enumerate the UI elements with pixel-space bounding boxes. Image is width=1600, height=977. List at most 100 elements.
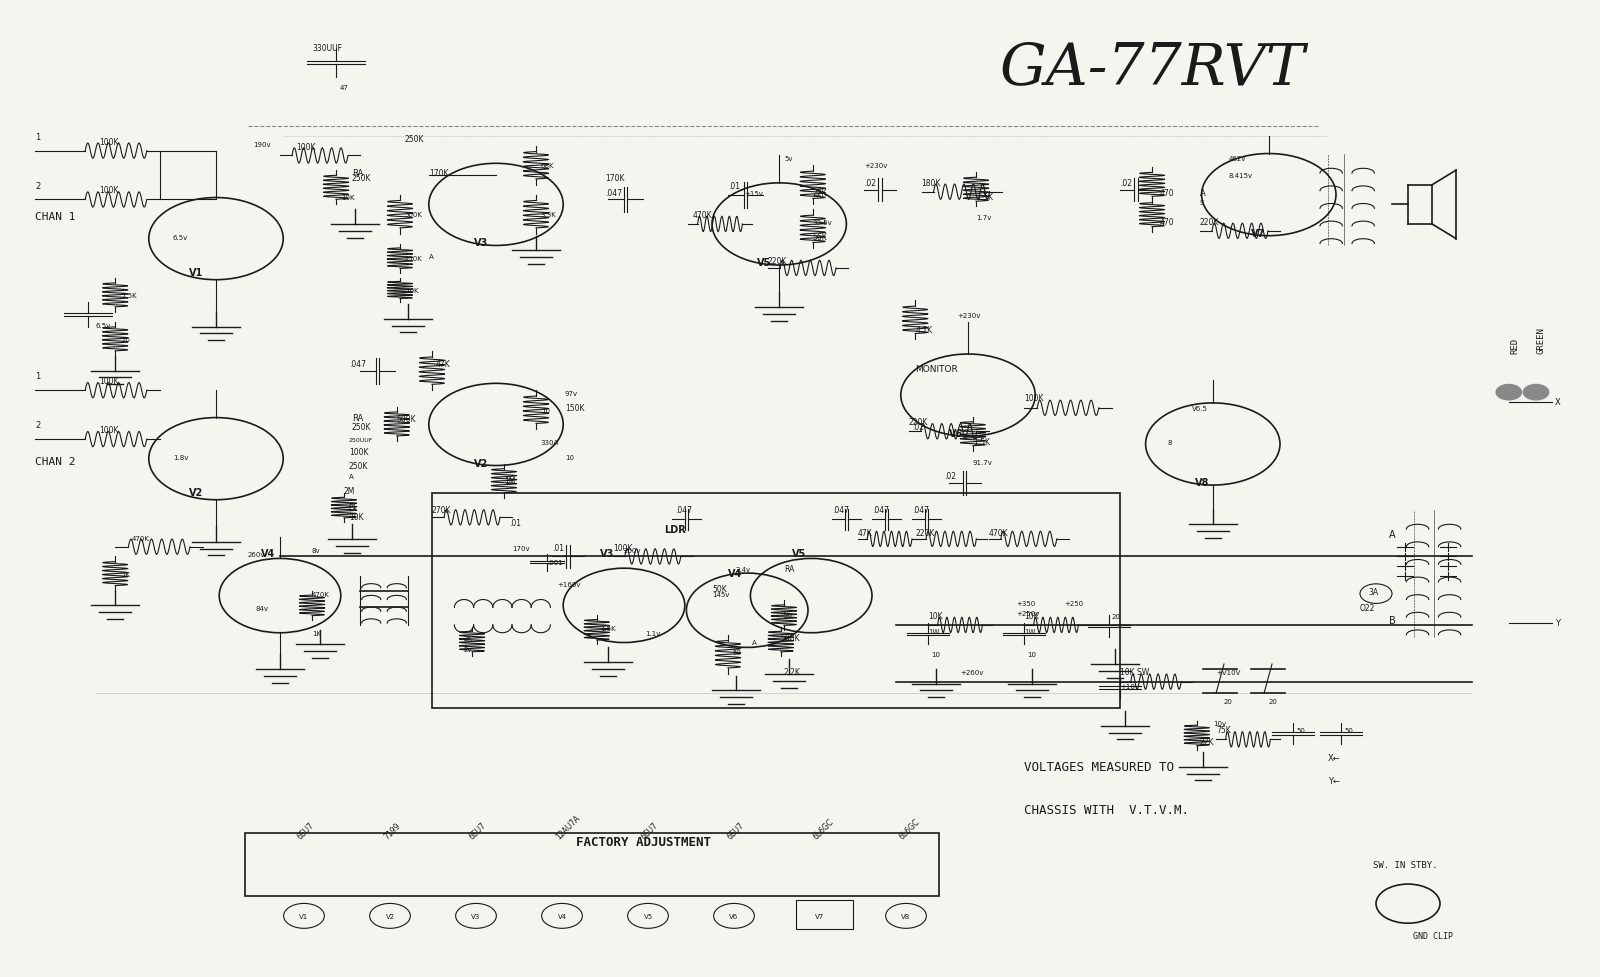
Text: 250K: 250K [349,462,368,471]
Text: 500K: 500K [397,415,416,424]
Text: .02: .02 [1120,179,1133,188]
Text: 250K: 250K [352,174,371,183]
Text: 180K: 180K [922,179,941,188]
Text: 250UUF: 250UUF [349,438,373,443]
Text: 22K: 22K [1200,738,1214,746]
Text: 260v: 260v [624,547,642,553]
Text: +230v: +230v [957,313,981,319]
Text: Y←: Y← [1328,777,1341,786]
Text: RA: RA [784,565,794,573]
Text: V4: V4 [728,569,742,578]
Text: 1.7v: 1.7v [976,215,992,221]
Text: V6.5: V6.5 [1192,405,1208,411]
Text: .001: .001 [547,560,563,566]
Text: 50: 50 [733,650,742,656]
Text: 100K: 100K [99,186,118,194]
Text: 2K: 2K [464,635,474,641]
Text: CHAN 1: CHAN 1 [35,212,75,222]
Text: 3A: 3A [1368,587,1378,596]
Text: +10: +10 [1120,684,1134,690]
Text: VOLTAGES MEASURED TO: VOLTAGES MEASURED TO [1024,760,1174,773]
Text: .02: .02 [864,179,877,188]
Text: 220K: 220K [768,257,787,266]
Text: O22: O22 [1360,604,1376,613]
Text: SW. IN STBY.: SW. IN STBY. [1373,861,1437,870]
Text: .047: .047 [872,506,890,515]
Text: 10K SW: 10K SW [1120,667,1149,676]
Text: 1W: 1W [928,628,939,634]
Text: 6L6GC: 6L6GC [898,816,922,840]
Text: A: A [752,640,757,646]
Text: 84v: 84v [256,606,269,612]
Text: Y: Y [1555,618,1560,627]
Text: 10: 10 [565,454,574,460]
Text: 91.7v: 91.7v [973,459,992,465]
Text: 33.5v: 33.5v [813,220,832,226]
Text: A: A [429,254,434,260]
Text: 100K: 100K [99,377,118,386]
Text: V8: V8 [901,913,910,919]
Text: +230v: +230v [864,163,888,169]
Text: 47K: 47K [435,360,450,368]
Text: GA-77RVT: GA-77RVT [998,40,1306,97]
Text: 470K: 470K [693,211,712,220]
Text: 2M: 2M [344,487,355,495]
Text: .02: .02 [944,472,957,481]
Text: 1.5K: 1.5K [973,438,990,446]
Text: 100K: 100K [1024,394,1043,403]
Text: 10: 10 [541,407,550,413]
Text: 10K: 10K [1024,612,1038,620]
Text: 1: 1 [35,372,40,381]
Text: 250K: 250K [405,256,422,262]
Text: 7199: 7199 [382,820,402,840]
Text: 220K: 220K [909,418,928,427]
Text: +350: +350 [1016,601,1035,607]
Text: 6EU7: 6EU7 [726,820,747,840]
Text: .047: .047 [605,189,622,197]
Text: 330A: 330A [541,440,558,446]
Text: 150K: 150K [565,404,584,412]
Text: 470K: 470K [989,529,1008,537]
Text: RED: RED [1510,338,1520,354]
Text: RA: RA [352,169,363,178]
Text: 22K: 22K [813,189,827,197]
Text: 1.5K: 1.5K [976,193,994,202]
Text: 462v: 462v [1229,156,1246,162]
Text: 6.5v: 6.5v [96,322,112,328]
Text: .01: .01 [728,182,739,191]
Circle shape [1496,385,1522,401]
Text: 47K: 47K [858,529,872,537]
Text: X: X [1555,398,1562,406]
Text: 6EU7: 6EU7 [467,820,488,840]
Text: 8.415v: 8.415v [1229,173,1253,179]
Text: 6.5v: 6.5v [173,234,189,240]
Text: 20: 20 [1224,699,1234,704]
Text: CHAN 2: CHAN 2 [35,456,75,466]
Text: 20: 20 [784,613,794,618]
Text: V7: V7 [816,913,824,919]
Text: 470K: 470K [312,591,330,597]
Text: 1.1v: 1.1v [645,630,661,636]
Text: 100K: 100K [99,426,118,435]
Text: V7: V7 [1251,229,1266,238]
Text: V5: V5 [757,258,771,268]
Text: .047: .047 [912,506,930,515]
Text: 1.5K: 1.5K [600,625,616,631]
Text: 250K: 250K [405,135,424,144]
Text: 10: 10 [1027,652,1037,658]
Text: 10K: 10K [928,612,942,620]
Text: .047: .047 [349,360,366,368]
Text: 170v: 170v [512,545,530,551]
Text: 100K: 100K [296,143,315,151]
Text: 190v: 190v [253,142,270,148]
Text: 470: 470 [1160,218,1174,227]
Text: 10: 10 [931,652,941,658]
Text: 170K: 170K [429,169,448,178]
Text: +15v: +15v [744,191,763,196]
Text: V4: V4 [557,913,566,919]
Text: 1M: 1M [504,477,515,486]
Text: 9v: 9v [781,611,789,616]
Text: +250v: +250v [1016,611,1040,616]
Text: 10K: 10K [341,195,354,201]
Text: 1K: 1K [312,630,322,636]
